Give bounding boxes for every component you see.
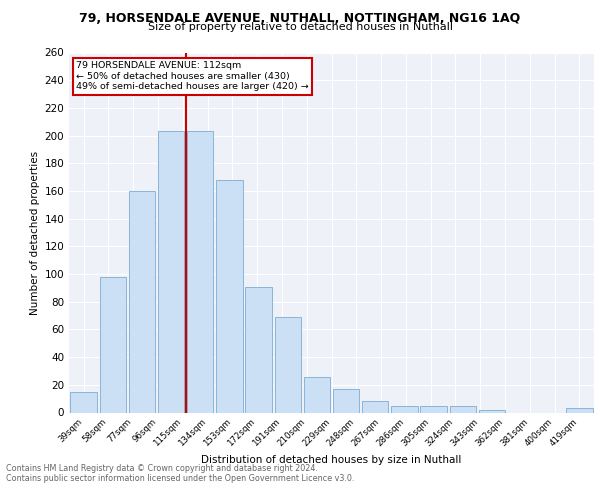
Text: Contains HM Land Registry data © Crown copyright and database right 2024.: Contains HM Land Registry data © Crown c… — [6, 464, 318, 473]
Bar — [479, 410, 505, 412]
Y-axis label: Number of detached properties: Number of detached properties — [30, 150, 40, 314]
Bar — [304, 376, 330, 412]
Text: Size of property relative to detached houses in Nuthall: Size of property relative to detached ho… — [148, 22, 452, 32]
Bar — [187, 132, 214, 412]
Bar — [275, 317, 301, 412]
Bar — [129, 191, 155, 412]
Bar — [245, 286, 272, 412]
Text: 79 HORSENDALE AVENUE: 112sqm
← 50% of detached houses are smaller (430)
49% of s: 79 HORSENDALE AVENUE: 112sqm ← 50% of de… — [76, 62, 308, 92]
Bar — [100, 277, 126, 412]
Bar — [333, 389, 359, 412]
Bar — [70, 392, 97, 412]
Text: 79, HORSENDALE AVENUE, NUTHALL, NOTTINGHAM, NG16 1AQ: 79, HORSENDALE AVENUE, NUTHALL, NOTTINGH… — [79, 12, 521, 24]
Bar — [158, 132, 184, 412]
X-axis label: Distribution of detached houses by size in Nuthall: Distribution of detached houses by size … — [202, 456, 461, 466]
Bar — [216, 180, 242, 412]
Bar — [566, 408, 593, 412]
Text: Contains public sector information licensed under the Open Government Licence v3: Contains public sector information licen… — [6, 474, 355, 483]
Bar — [391, 406, 418, 412]
Bar — [449, 406, 476, 412]
Bar — [362, 402, 388, 412]
Bar — [421, 406, 447, 412]
